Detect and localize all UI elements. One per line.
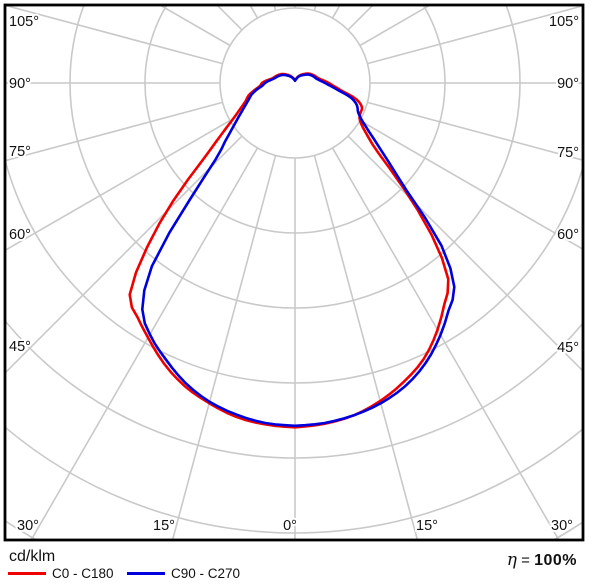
grid-spoke (6, 101, 223, 162)
grid-spoke (6, 6, 223, 65)
grid-spoke (6, 135, 243, 374)
legend-label-c90-c270: C90 - C270 (171, 566, 241, 581)
angle-label: 75° (9, 144, 31, 160)
angle-label: 90° (557, 76, 579, 92)
grid-spoke (367, 101, 582, 161)
efficiency-text: η = 100% (507, 550, 577, 570)
grid-spoke (367, 6, 582, 65)
grid-spoke (171, 155, 277, 539)
angle-label: 60° (557, 227, 579, 243)
angle-label: 45° (9, 339, 31, 355)
angle-label: 105° (549, 14, 579, 30)
angle-label: 30° (17, 518, 39, 534)
unit-label: cd/klm (9, 548, 56, 565)
legend-line-red (8, 572, 46, 575)
angle-label: 75° (557, 145, 579, 161)
legend-line-blue (127, 572, 165, 575)
chart-frame (3, 3, 585, 542)
grid-spoke (359, 119, 582, 250)
angle-label: 45° (557, 340, 579, 356)
grid-spoke (313, 155, 419, 539)
legend-label-c0-c180: C0 - C180 (52, 566, 114, 581)
angle-label: 90° (9, 76, 31, 92)
grid-spoke (30, 147, 259, 539)
angle-label: 30° (551, 518, 573, 534)
angle-label: 105° (9, 14, 39, 30)
grid-spoke (347, 135, 582, 372)
angle-label: 15° (153, 518, 175, 534)
angle-label: 15° (416, 518, 438, 534)
plot-background (5, 5, 583, 540)
eta-symbol: η (506, 550, 517, 570)
curve-c90-c270 (141, 73, 456, 428)
eta-value: 100% (534, 552, 577, 569)
legend-item-c90-c270: C90 - C270 (127, 566, 240, 581)
grid-spoke (331, 147, 560, 539)
angle-label: 0° (283, 518, 297, 534)
grid-spoke (6, 119, 231, 251)
angle-label: 60° (9, 227, 31, 243)
eta-equals: = (521, 552, 530, 569)
legend-item-c0-c180: C0 - C180 (8, 566, 114, 581)
